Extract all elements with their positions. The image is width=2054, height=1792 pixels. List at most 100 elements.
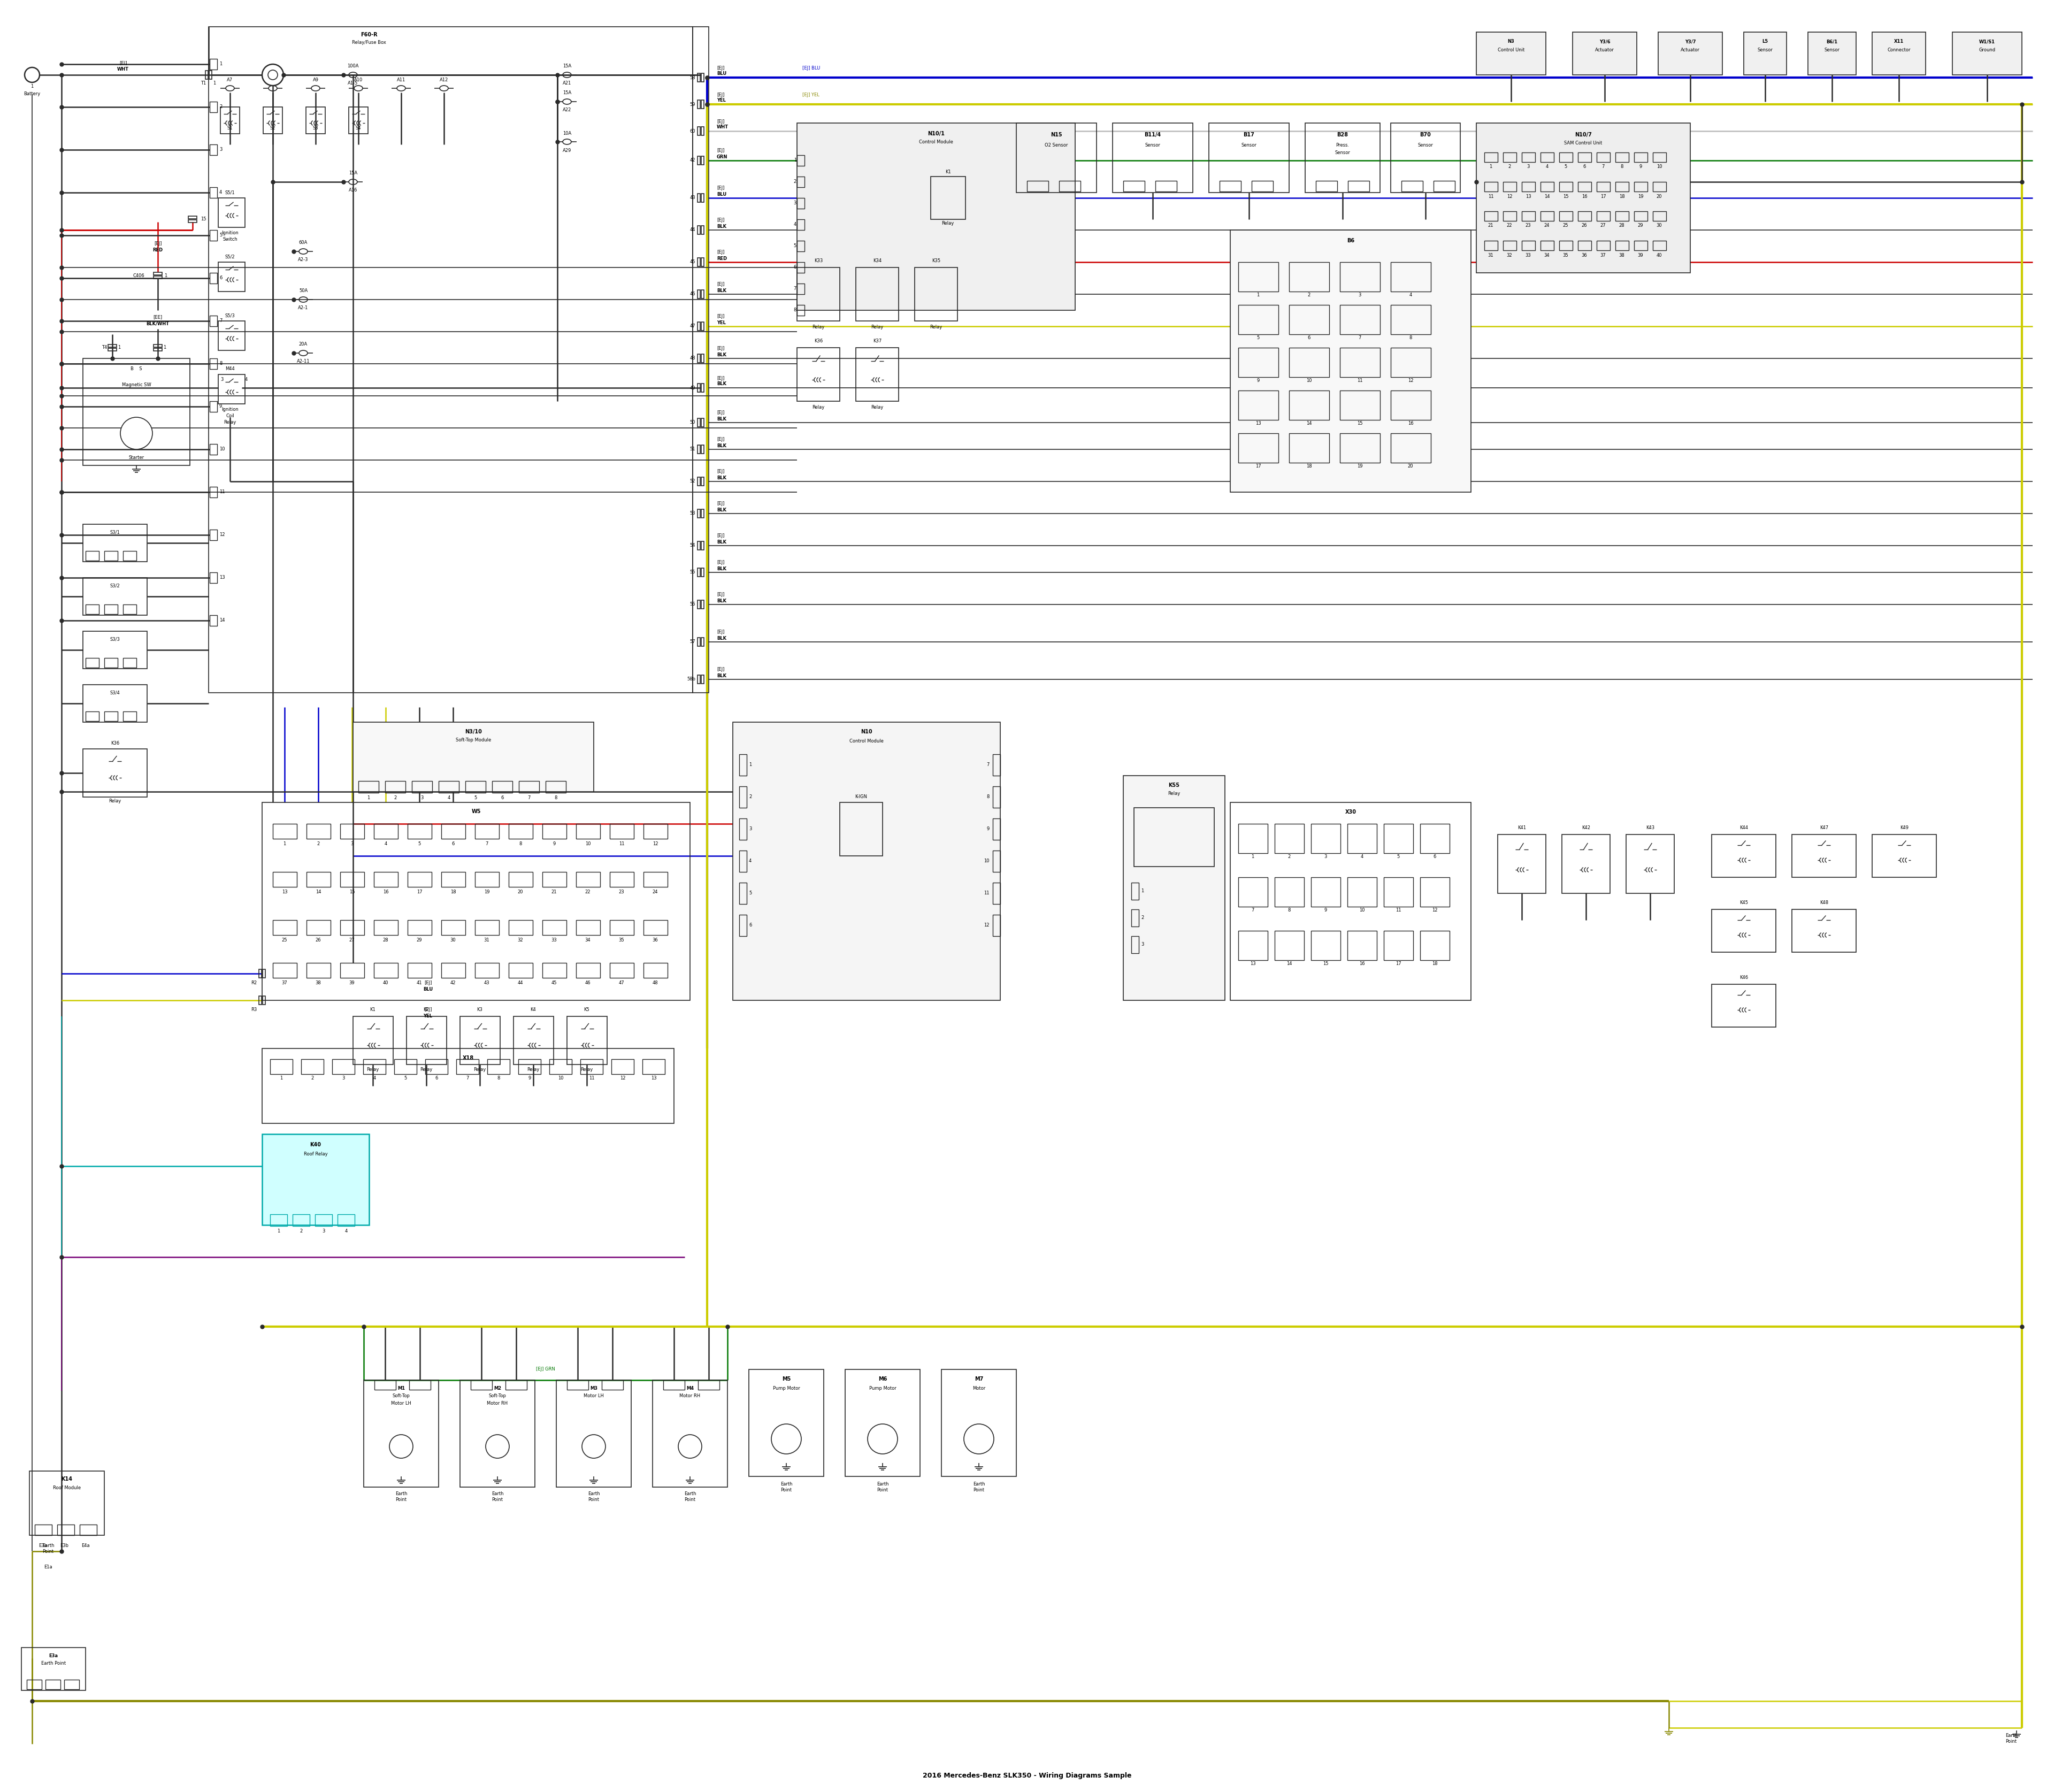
Bar <box>271 1059 292 1073</box>
Text: 8: 8 <box>555 796 557 801</box>
Bar <box>643 873 668 887</box>
Bar <box>700 383 705 392</box>
Text: M3: M3 <box>589 1387 598 1391</box>
Bar <box>643 824 668 839</box>
Text: BLK: BLK <box>717 539 727 545</box>
Bar <box>1132 935 1138 953</box>
Bar <box>123 604 136 615</box>
Text: YEL: YEL <box>717 99 725 102</box>
Text: Earth
Point: Earth Point <box>43 1543 53 1554</box>
Text: [EJ]: [EJ] <box>717 410 725 416</box>
Bar <box>1391 391 1432 419</box>
Text: 31: 31 <box>1487 253 1493 258</box>
Bar <box>700 509 705 518</box>
Text: Earth Point: Earth Point <box>41 1661 66 1667</box>
Bar <box>407 824 431 839</box>
Text: K-IGN: K-IGN <box>854 794 867 799</box>
Bar <box>374 1380 396 1391</box>
Text: Sensor: Sensor <box>1758 48 1773 52</box>
Text: 2: 2 <box>793 179 797 185</box>
Bar <box>273 873 298 887</box>
Text: K35: K35 <box>933 258 941 263</box>
Bar <box>1711 835 1777 878</box>
Text: M6: M6 <box>879 1376 887 1382</box>
Bar <box>1791 909 1857 952</box>
Bar <box>509 919 532 935</box>
Text: A16: A16 <box>349 188 357 194</box>
Text: 4: 4 <box>448 796 450 801</box>
Bar <box>992 787 1000 808</box>
Text: 19: 19 <box>485 891 489 894</box>
Text: Relay: Relay <box>474 1068 487 1072</box>
Text: Earth
Point: Earth Point <box>491 1491 503 1502</box>
Text: Pump Motor: Pump Motor <box>869 1387 896 1391</box>
Text: [EJ]: [EJ] <box>717 437 725 443</box>
Bar <box>567 1016 608 1064</box>
Bar <box>1540 240 1555 251</box>
Text: 8: 8 <box>793 308 797 312</box>
Bar <box>575 919 600 935</box>
Text: 4: 4 <box>220 190 222 195</box>
Bar <box>1485 181 1497 192</box>
Text: [EJ]: [EJ] <box>154 240 162 246</box>
Bar <box>700 477 705 486</box>
Bar <box>409 1380 431 1391</box>
Bar <box>698 194 700 202</box>
Text: 15: 15 <box>1323 962 1329 966</box>
Text: 25: 25 <box>281 937 288 943</box>
Bar <box>349 108 368 134</box>
Bar <box>1027 181 1048 192</box>
Text: 2: 2 <box>1308 292 1310 297</box>
Text: S3: S3 <box>312 125 318 131</box>
Text: N3: N3 <box>1508 39 1514 45</box>
Text: [EJ]: [EJ] <box>717 346 725 351</box>
Bar <box>930 177 965 219</box>
Bar <box>306 873 331 887</box>
Text: M: M <box>495 1444 501 1450</box>
Text: 4: 4 <box>750 858 752 864</box>
Text: 50A: 50A <box>300 289 308 294</box>
Bar <box>567 1380 587 1391</box>
Bar <box>1419 878 1450 907</box>
Bar <box>263 803 690 1000</box>
Circle shape <box>963 1425 994 1453</box>
Text: 5: 5 <box>1397 855 1399 860</box>
Bar <box>58 1525 74 1536</box>
Text: Relay: Relay <box>224 419 236 425</box>
Text: 1: 1 <box>277 1229 279 1233</box>
Text: M: M <box>879 1435 885 1441</box>
Text: Relay: Relay <box>941 220 953 226</box>
Bar <box>109 344 117 348</box>
Text: Earth
Point: Earth Point <box>974 1482 984 1493</box>
Bar <box>218 321 244 351</box>
Bar <box>21 1647 86 1690</box>
Text: 14: 14 <box>1545 194 1549 199</box>
Text: 12: 12 <box>220 532 226 538</box>
Bar <box>263 1134 370 1226</box>
Text: BLK: BLK <box>717 566 727 572</box>
Bar <box>548 1059 571 1073</box>
Bar <box>700 638 705 647</box>
Text: RED: RED <box>717 256 727 262</box>
Text: 1: 1 <box>1140 889 1144 894</box>
Bar <box>1290 434 1329 462</box>
Bar <box>575 873 600 887</box>
Bar <box>341 919 364 935</box>
Text: 1: 1 <box>31 84 33 90</box>
Bar <box>123 658 136 668</box>
Text: B11/4: B11/4 <box>1144 133 1161 138</box>
Bar <box>1596 152 1610 161</box>
Text: E3a: E3a <box>49 1654 58 1659</box>
Text: Relay: Relay <box>581 1068 594 1072</box>
Text: M: M <box>398 1444 405 1450</box>
Text: Relay: Relay <box>366 1068 380 1072</box>
Bar <box>1522 211 1534 220</box>
Text: M: M <box>592 1444 596 1450</box>
Bar <box>1485 211 1497 220</box>
Text: Relay: Relay <box>421 1068 433 1072</box>
Text: 3: 3 <box>220 147 222 152</box>
Text: 9: 9 <box>986 826 990 831</box>
Bar <box>1220 181 1241 192</box>
Text: 15: 15 <box>1563 194 1569 199</box>
Bar <box>1239 262 1278 292</box>
